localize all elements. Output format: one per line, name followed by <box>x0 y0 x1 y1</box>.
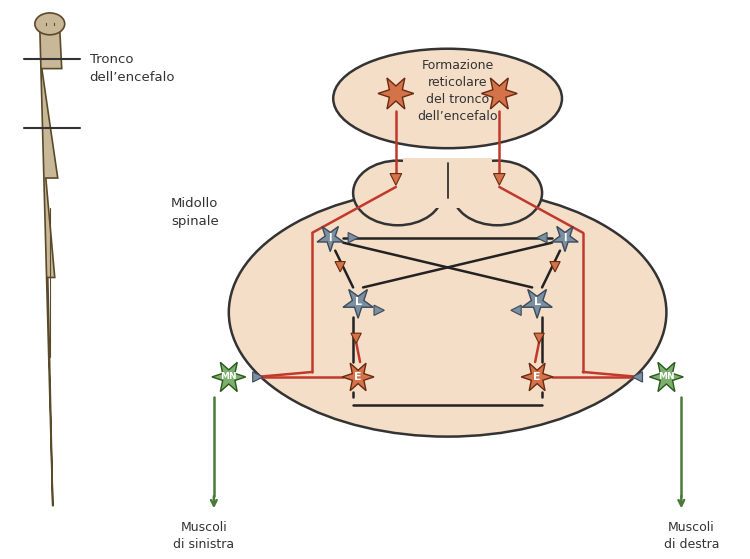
Polygon shape <box>343 290 374 318</box>
Text: E: E <box>354 372 362 382</box>
Polygon shape <box>550 262 560 272</box>
Polygon shape <box>390 173 402 185</box>
Ellipse shape <box>452 160 542 225</box>
Text: Muscoli
di sinistra: Muscoli di sinistra <box>173 521 235 551</box>
Text: MN: MN <box>658 372 675 381</box>
Polygon shape <box>537 233 547 243</box>
Polygon shape <box>632 372 643 382</box>
Polygon shape <box>482 78 518 109</box>
Text: L: L <box>533 297 541 307</box>
Text: MN: MN <box>220 372 237 381</box>
Polygon shape <box>342 363 374 391</box>
Text: Formazione
reticolare
del tronco
dell’encefalo: Formazione reticolare del tronco dell’en… <box>417 59 498 122</box>
Ellipse shape <box>229 188 667 437</box>
Ellipse shape <box>34 13 64 35</box>
Text: I: I <box>563 233 567 243</box>
Polygon shape <box>351 333 361 344</box>
Polygon shape <box>494 173 506 185</box>
Polygon shape <box>378 78 414 109</box>
Text: L: L <box>355 297 362 307</box>
Polygon shape <box>212 362 246 391</box>
Polygon shape <box>374 305 384 315</box>
Text: E: E <box>533 372 541 382</box>
Polygon shape <box>552 226 578 252</box>
Ellipse shape <box>353 160 442 225</box>
Polygon shape <box>335 262 345 272</box>
Polygon shape <box>348 233 358 243</box>
Polygon shape <box>511 305 521 315</box>
Polygon shape <box>650 362 683 391</box>
Text: I: I <box>328 233 332 243</box>
Polygon shape <box>403 158 492 208</box>
Polygon shape <box>534 333 544 344</box>
Polygon shape <box>253 372 263 382</box>
Text: Muscoli
di destra: Muscoli di destra <box>664 521 719 551</box>
Text: Midollo
spinale: Midollo spinale <box>171 197 219 228</box>
Polygon shape <box>521 363 553 391</box>
Polygon shape <box>40 29 62 506</box>
Polygon shape <box>317 226 344 252</box>
Polygon shape <box>522 290 552 318</box>
Ellipse shape <box>333 49 562 148</box>
Text: Tronco
dell’encefalo: Tronco dell’encefalo <box>89 53 175 84</box>
